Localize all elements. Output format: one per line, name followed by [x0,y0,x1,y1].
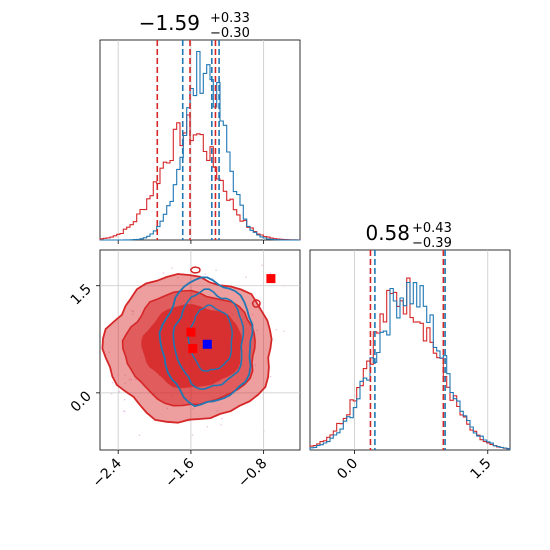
param-2-axis-tick-label: 0.0 [334,456,361,483]
scatter-point [135,378,137,381]
scatter-point [216,410,219,412]
marker-blue [202,339,212,349]
param-2-axis-tick-label: 1.5 [468,456,495,483]
contour-blue-middle [172,288,245,390]
y-axis-tick-label: 0.0 [68,388,95,415]
scatter-point [215,269,217,272]
scatter-point [132,313,134,315]
scatter-point [275,328,278,331]
scatter-point [130,379,133,381]
scatter-point [132,310,135,313]
scatter-point [128,378,131,381]
scatter-point [110,392,113,395]
contour-red-island [190,266,201,274]
scatter-point [118,390,121,393]
title-param-1-plus: +0.33 [210,11,250,26]
scatter-point [254,364,256,366]
scatter-point [262,306,265,308]
scatter-point [108,351,110,353]
title-param-2-minus: −0.39 [412,236,452,251]
scatter-point [192,408,195,410]
scatter-point [283,330,285,333]
histogram-param-2-blue [309,281,511,450]
y-axis-tick-label: 1.5 [68,281,95,308]
scatter-point [171,267,173,269]
scatter-point [206,425,209,428]
scatter-point [220,417,223,420]
scatter-point [282,285,285,287]
scatter-point [191,434,194,436]
contour-blue-outer [158,276,254,408]
scatter-point [111,381,114,384]
scatter-point [138,434,141,437]
marker-red [186,327,196,337]
scatter-point [261,264,263,266]
scatter-point [124,382,126,385]
scatter-point [251,313,254,316]
x-axis-tick-label: −0.8 [235,456,270,491]
title-param-2-plus: +0.43 [412,221,452,236]
scatter-point [269,375,272,378]
scatter-point [166,407,169,410]
x-axis-tick-label: −1.6 [162,455,197,490]
histogram-param-1-red [99,114,301,241]
title-param-2-main: 0.58 [365,221,410,245]
marker-red [266,274,276,284]
scatter-point [190,286,192,289]
title-param-1-minus: −0.30 [210,26,250,41]
scatter-point [263,429,265,432]
scatter-point [123,410,125,412]
scatter-point [204,273,206,275]
scatter-point [269,272,272,275]
panel-top-left: −1.59 +0.33 −0.30 [99,11,301,244]
contour-red-island [251,299,261,308]
scatter-point [245,276,247,279]
panel-bottom-left: −2.4 −1.6 −0.8 0.0 1.5 [68,249,301,491]
scatter-point [256,329,258,332]
scatter-point [176,276,179,279]
scatter-point [162,272,165,274]
scatter-point [117,374,120,377]
contour-blue-inner [187,304,233,372]
scatter-point [123,398,126,401]
x-axis-tick-label: −2.4 [90,455,125,490]
panel-bottom-right: 0.0 1.5 0.58 +0.43 −0.39 [309,221,511,483]
scatter-point [124,374,127,377]
title-param-1-main: −1.59 [139,11,200,35]
scatter-point [220,424,222,426]
marker-red [188,344,198,354]
histogram-param-1-blue [100,50,300,241]
scatter-point [131,310,134,312]
